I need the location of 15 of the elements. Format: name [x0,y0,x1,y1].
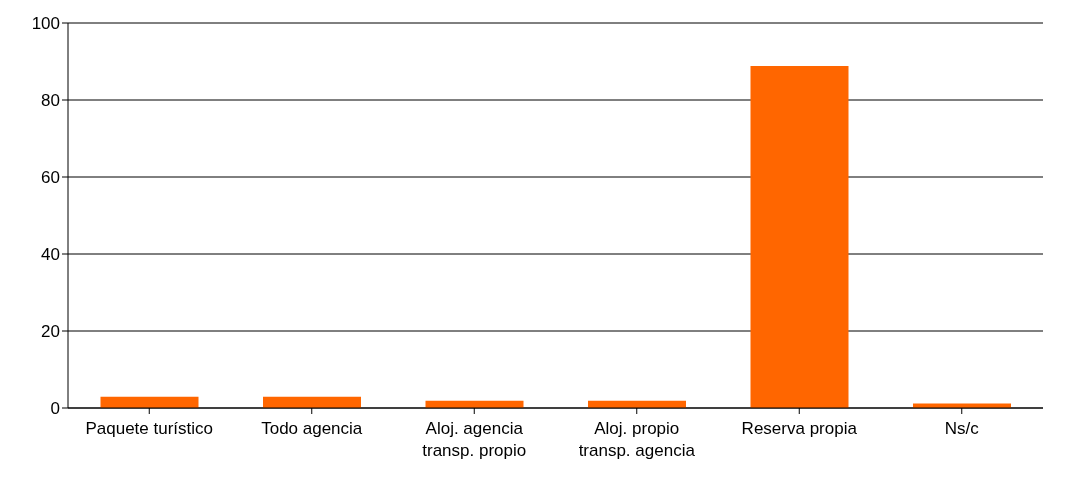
x-tick-label: Aloj. agencia transp. propio [422,419,527,460]
y-tick-label: 0 [50,399,60,419]
y-tick-label: 40 [41,245,60,265]
bar [263,396,361,408]
bar [750,66,849,408]
x-tick-label: Paquete turístico [85,419,214,438]
y-tick-label: 60 [41,168,60,188]
x-tick-label: Aloj. propio transp. agencia [578,419,696,460]
x-tick-label: Reserva propia [741,419,858,438]
bar [100,396,199,408]
x-tick-label: Ns/c [944,419,980,438]
y-tick-label: 20 [41,322,60,342]
y-tick-label: 80 [41,91,60,111]
x-tick-label: Todo agencia [261,419,363,438]
y-tick-label: 100 [31,14,60,34]
